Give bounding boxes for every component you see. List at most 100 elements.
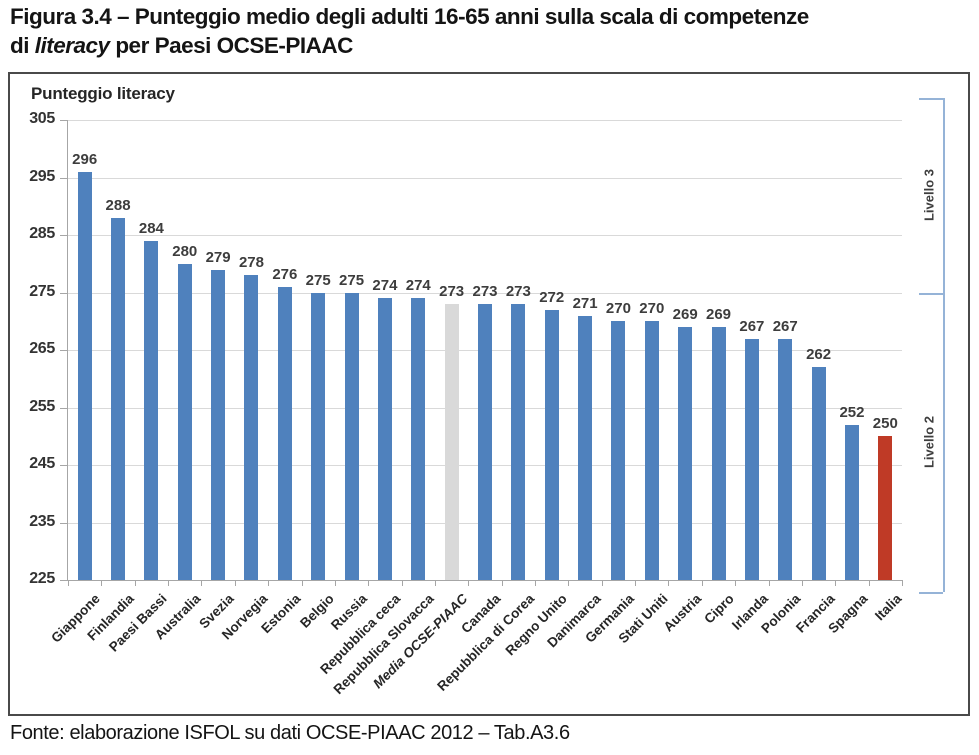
plot-area: 305 295 285 275 265 255 245 235 225 296 Giappone 28…: [29, 110, 904, 697]
y-tick-label: 265: [29, 340, 55, 357]
x-tick-mark: [635, 580, 637, 586]
y-tick-mark: [60, 350, 68, 351]
bar: [511, 304, 526, 580]
y-tick-label: 225: [29, 570, 55, 587]
bar-value-label: 279: [205, 248, 231, 266]
x-tick-mark: [201, 580, 203, 586]
bar: [544, 309, 559, 580]
bar: [878, 436, 893, 580]
x-tick-mark: [801, 580, 803, 586]
level-bracket: [943, 98, 945, 293]
y-tick-mark: [60, 235, 68, 236]
bar: [177, 263, 192, 580]
y-tick-mark: [60, 177, 68, 179]
gridline: [68, 120, 902, 121]
bar-value-label: 273: [439, 283, 465, 300]
level-bracket: [943, 292, 945, 592]
x-tick-mark: [468, 580, 470, 586]
bar-value-label: 267: [739, 317, 765, 335]
bar: [111, 217, 126, 580]
bar-value-label: 269: [672, 306, 698, 323]
page-title-line2-suffix: per Paesi OCSE-PIAAC: [109, 32, 353, 58]
bar: [678, 327, 693, 580]
y-tick-label: 245: [29, 455, 55, 472]
x-tick-mark: [568, 580, 570, 586]
y-tick-label: 275: [29, 282, 55, 300]
x-tick-mark: [668, 580, 670, 586]
page-title-line2: di literacy per Paesi OCSE-PIAAC: [10, 32, 975, 61]
bar-value-label: 296: [72, 150, 98, 168]
x-tick-mark: [434, 580, 436, 586]
x-tick-mark: [735, 580, 737, 586]
bar: [411, 298, 426, 580]
bar-value-label: 262: [806, 346, 832, 364]
bar: [844, 424, 859, 580]
bar-value-label: 274: [405, 277, 431, 295]
x-tick-mark: [768, 580, 770, 586]
bar-value-label: 280: [172, 242, 198, 260]
bar-value-label: 252: [839, 403, 865, 421]
bar-value-label: 276: [272, 265, 298, 283]
x-tick-mark: [168, 580, 170, 586]
y-tick-label: 285: [29, 225, 55, 242]
bar: [311, 292, 326, 580]
level-bracket-label: Livello 2: [921, 416, 937, 469]
source-note: Fonte: elaborazione ISFOL su dati OCSE-P…: [10, 722, 570, 744]
y-tick-label: 235: [29, 512, 55, 530]
bar: [244, 275, 259, 580]
gridline: [68, 177, 902, 179]
x-tick-mark: [268, 580, 270, 586]
x-axis-label-text: Italia: [871, 591, 904, 624]
y-tick-mark: [60, 465, 68, 466]
bar-value-label: 274: [372, 277, 398, 295]
x-tick-mark: [368, 580, 370, 586]
bar-value-label: 250: [872, 415, 898, 433]
gridline: [68, 292, 902, 294]
bar-value-label: 270: [605, 300, 631, 318]
chart-frame: Punteggio literacy 305 295 285 275 265 255 245…: [8, 72, 970, 716]
bar: [377, 298, 392, 580]
x-tick-mark: [401, 580, 403, 586]
x-tick-mark: [334, 580, 336, 586]
x-tick-mark: [701, 580, 703, 586]
bar: [711, 327, 726, 580]
bar: [811, 367, 826, 580]
gridline: [68, 235, 902, 236]
bar-value-label: 271: [572, 294, 598, 312]
bar-value-label: 272: [539, 288, 565, 306]
bar: [478, 304, 492, 580]
bar-value-label: 270: [639, 300, 665, 318]
y-tick-mark: [60, 120, 68, 121]
bar: [211, 269, 226, 580]
y-axis-title: Punteggio literacy: [31, 84, 175, 103]
bar-value-label: 284: [138, 219, 164, 237]
bar: [144, 240, 159, 580]
bar-value-label: 278: [238, 254, 264, 272]
bar: [277, 286, 292, 580]
gridline: [68, 580, 902, 581]
x-tick-mark: [301, 580, 303, 586]
level-bracket-tick: [919, 98, 943, 100]
bar-value-label: 267: [772, 317, 798, 335]
page-title: Figura 3.4 – Punteggio medio degli adult…: [10, 3, 975, 61]
x-tick-mark: [101, 580, 103, 586]
bar-value-label: 273: [472, 283, 498, 300]
y-tick-label: 255: [29, 397, 55, 415]
bar: [444, 304, 459, 580]
y-tick-mark: [60, 522, 68, 524]
y-tick-label: 295: [29, 167, 55, 185]
x-tick-mark: [134, 580, 136, 586]
y-tick-mark: [60, 292, 68, 294]
level-bracket-label: Livello 3: [921, 169, 937, 222]
y-tick-mark: [60, 407, 68, 409]
page-title-line2-italic: literacy: [34, 32, 110, 58]
bar-value-label: 269: [706, 306, 732, 323]
bar: [611, 321, 626, 580]
x-tick-mark: [868, 580, 870, 586]
bar-value-label: 275: [305, 271, 331, 289]
page-title-line1: Figura 3.4 – Punteggio medio degli adult…: [10, 4, 809, 29]
bar: [778, 338, 793, 580]
bar: [77, 171, 92, 580]
x-tick-mark: [535, 580, 537, 586]
x-tick-mark: [501, 580, 503, 586]
